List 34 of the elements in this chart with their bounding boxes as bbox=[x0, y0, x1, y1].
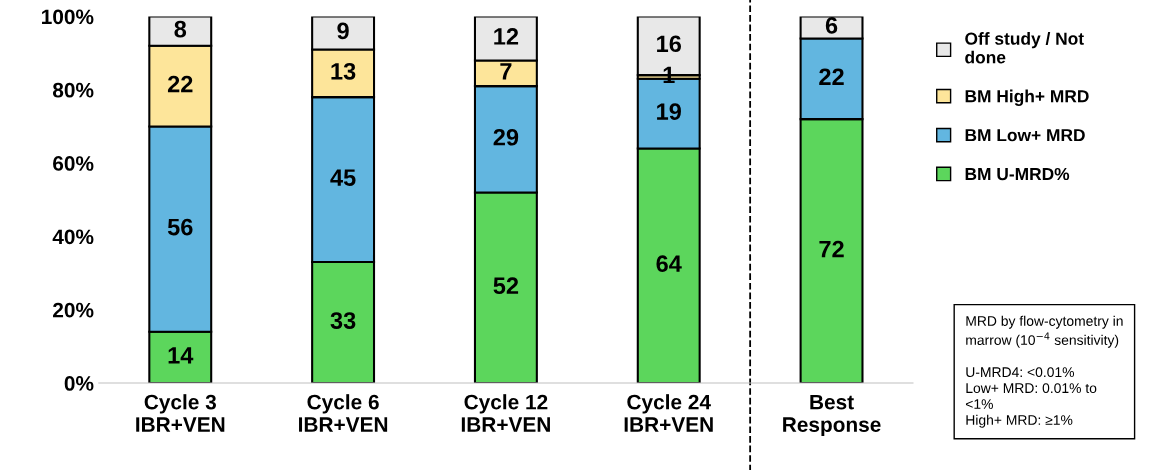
x-tick-label: Best Response bbox=[783, 394, 881, 437]
y-tick-label: 40% bbox=[52, 229, 94, 245]
data-label: 19 bbox=[657, 103, 681, 120]
legend-label: BM High+ MRD bbox=[965, 89, 1089, 106]
data-label: 16 bbox=[657, 35, 681, 53]
data-label: 52 bbox=[493, 277, 519, 295]
y-tick-label: 80% bbox=[52, 82, 94, 98]
data-label: 56 bbox=[167, 218, 193, 236]
data-label: 9 bbox=[337, 22, 349, 40]
data-label: 33 bbox=[330, 312, 356, 329]
data-label: 7 bbox=[500, 63, 512, 80]
legend-label: Off study / Not done bbox=[965, 32, 1084, 64]
y-tick-label: 100% bbox=[42, 9, 94, 25]
x-tick-label: Cycle 6 IBR+VEN bbox=[299, 394, 388, 432]
data-label: 13 bbox=[331, 62, 356, 80]
data-label: 22 bbox=[819, 68, 844, 85]
data-label: 22 bbox=[167, 75, 193, 93]
data-label: 29 bbox=[493, 128, 519, 146]
legend-label: BM U-MRD% bbox=[965, 167, 1070, 181]
data-label: 12 bbox=[494, 28, 519, 45]
y-tick-label: 20% bbox=[53, 302, 94, 318]
data-label: 14 bbox=[168, 347, 194, 364]
legend-label: BM Low+ MRD bbox=[965, 129, 1085, 142]
x-tick-label: Cycle 3 IBR+VEN bbox=[136, 394, 225, 432]
data-label: 45 bbox=[330, 169, 356, 186]
data-label: 6 bbox=[825, 17, 838, 34]
x-tick-label: Cycle 24 IBR+VEN bbox=[624, 394, 713, 432]
data-label: 72 bbox=[819, 240, 844, 258]
x-tick-label: Cycle 12 IBR+VEN bbox=[461, 394, 550, 432]
y-tick-label: 0% bbox=[64, 376, 94, 391]
data-label: 64 bbox=[656, 255, 682, 273]
y-tick-label: 60% bbox=[53, 156, 94, 171]
text: MRD by flow-cytometry in marrow (10$^{−4}$ sensitivity) U-MRD4: <0.01% Low+ MRD: 0.01% to <1% High+ MRD: ≥1% bbox=[965, 315, 1123, 428]
data-label: 8 bbox=[174, 20, 187, 38]
